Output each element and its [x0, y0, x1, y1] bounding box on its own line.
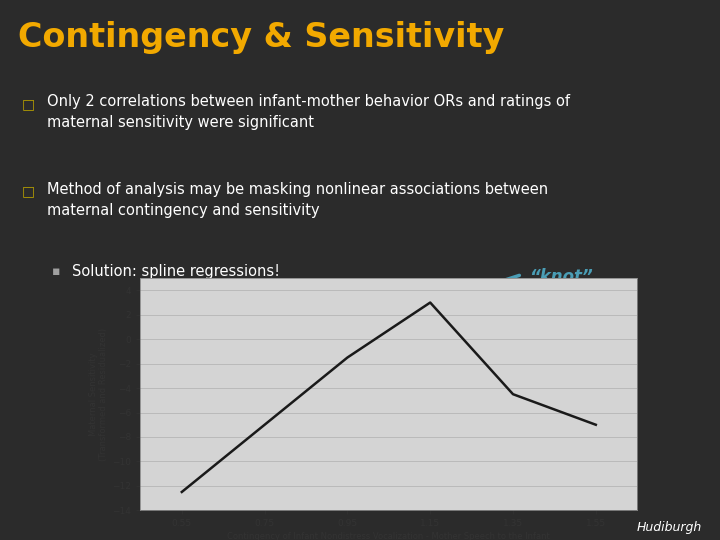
- Text: Contingency & Sensitivity: Contingency & Sensitivity: [18, 21, 504, 54]
- Text: Only 2 correlations between infant-mother behavior ORs and ratings of
maternal s: Only 2 correlations between infant-mothe…: [47, 94, 570, 131]
- X-axis label: Contingency of Infant Nondistress Vocalization - Mother Speech to the Infant
(Tr: Contingency of Infant Nondistress Vocali…: [228, 532, 550, 540]
- Text: ▪: ▪: [52, 265, 60, 278]
- Y-axis label: Maternal Sensitivity
(Transformed and Residualized): Maternal Sensitivity (Transformed and Re…: [89, 328, 108, 461]
- Text: Hudiburgh: Hudiburgh: [636, 522, 702, 535]
- Text: “knot”: “knot”: [529, 268, 593, 286]
- Text: □: □: [22, 185, 35, 199]
- Text: Method of analysis may be masking nonlinear associations between
maternal contin: Method of analysis may be masking nonlin…: [47, 182, 548, 218]
- Text: Solution: spline regressions!: Solution: spline regressions!: [72, 264, 280, 279]
- Text: □: □: [22, 97, 35, 111]
